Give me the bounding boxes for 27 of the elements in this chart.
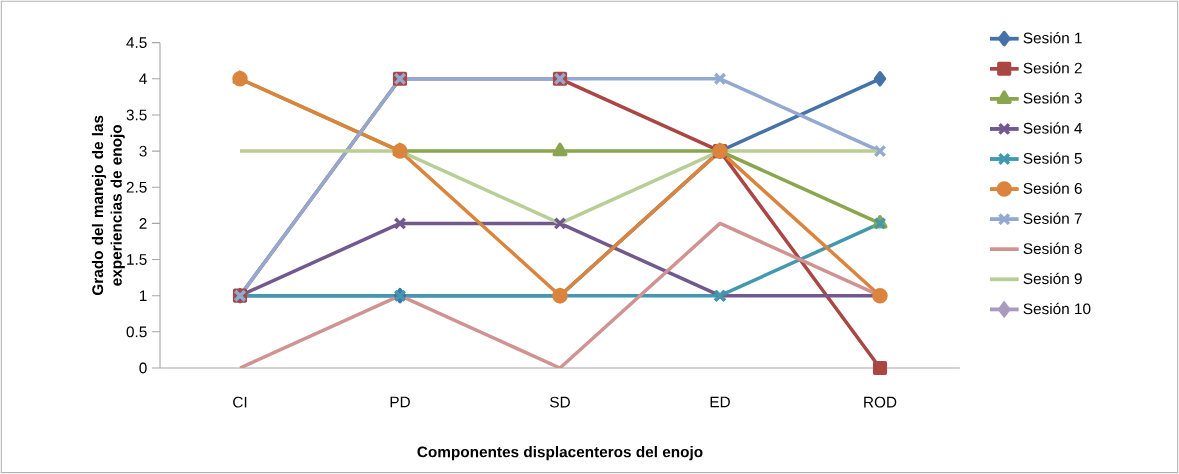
legend-label: Sesión 7	[1023, 212, 1082, 224]
y-tick-label: 2	[139, 218, 147, 229]
y-tick-label: 0.5	[126, 326, 147, 338]
y-tick-label: 0	[139, 362, 147, 374]
y-tick-label: 3	[139, 145, 147, 157]
legend-label: Sesión 9	[1023, 272, 1082, 285]
legend-label: Sesión 4	[1023, 122, 1083, 134]
x-tick-label: PD	[390, 396, 410, 408]
legend-label: Sesión 8	[1023, 242, 1082, 255]
legend-label: Sesión 1	[1023, 31, 1082, 44]
x-tick-label: SD	[550, 396, 570, 408]
legend-label: Sesión 10	[1023, 302, 1091, 315]
legend-label: Sesión 3	[1023, 92, 1082, 104]
legend-label: Sesión 5	[1023, 152, 1082, 164]
y-tick-label: 4.5	[126, 37, 147, 49]
y-tick-label: 1	[139, 290, 147, 301]
x-axis-title: Componentes displacenteros del enojo	[417, 446, 703, 461]
y-tick-label: 1.5	[127, 254, 147, 265]
y-tick-label: 4	[139, 73, 147, 85]
y-tick-label: 2.5	[126, 181, 147, 193]
y-tick-label: 3.5	[126, 109, 147, 121]
legend-label: Sesión 6	[1023, 182, 1082, 194]
x-tick-label: ED	[710, 396, 730, 408]
x-tick-label: CI	[233, 396, 247, 408]
x-tick-label: ROD	[864, 396, 897, 408]
y-axis-title: Grado del manejo de las experiencias de enojo	[91, 115, 125, 296]
legend-label: Sesión 2	[1023, 62, 1082, 74]
